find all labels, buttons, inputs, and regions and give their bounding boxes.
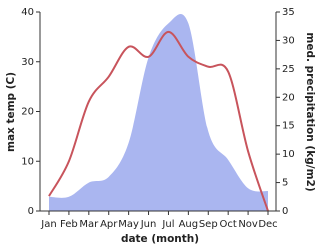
- x-tick-label: Mar: [79, 219, 99, 230]
- x-tick-label: Sep: [199, 219, 218, 230]
- y2-tick-label: 35: [282, 7, 295, 18]
- x-tick-label: Oct: [220, 219, 237, 230]
- y2-tick-label: 5: [282, 178, 288, 189]
- x-tick-label: Dec: [258, 219, 277, 230]
- x-tick-label: Feb: [60, 219, 78, 230]
- y2-tick-label: 0: [282, 206, 288, 217]
- y2-tick-label: 15: [282, 121, 295, 132]
- y-tick-label: 30: [21, 57, 34, 68]
- x-tick-label: May: [118, 219, 139, 230]
- y-tick-label: 40: [21, 7, 34, 18]
- y2-tick-label: 25: [282, 64, 295, 75]
- x-tick-label: Apr: [100, 219, 118, 230]
- x-tick-label: Jun: [140, 219, 157, 230]
- x-tick-label: Nov: [238, 219, 258, 230]
- x-tick-label: Aug: [179, 219, 199, 230]
- y-axis-label: max temp (C): [5, 72, 17, 152]
- y2-tick-label: 20: [282, 92, 295, 103]
- x-tick-label: Jan: [40, 219, 56, 230]
- y-tick-label: 10: [21, 156, 34, 167]
- x-axis-label: date (month): [121, 233, 199, 245]
- y-tick-label: 0: [28, 206, 34, 217]
- y2-tick-label: 10: [282, 149, 295, 160]
- y2-axis-label: med. precipitation (kg/m2): [304, 32, 316, 191]
- y2-tick-label: 30: [282, 35, 295, 46]
- x-tick-label: Jul: [161, 219, 174, 230]
- temperature-line: [48, 30, 269, 212]
- precipitation-area: [49, 13, 268, 211]
- y-tick-label: 20: [21, 107, 34, 118]
